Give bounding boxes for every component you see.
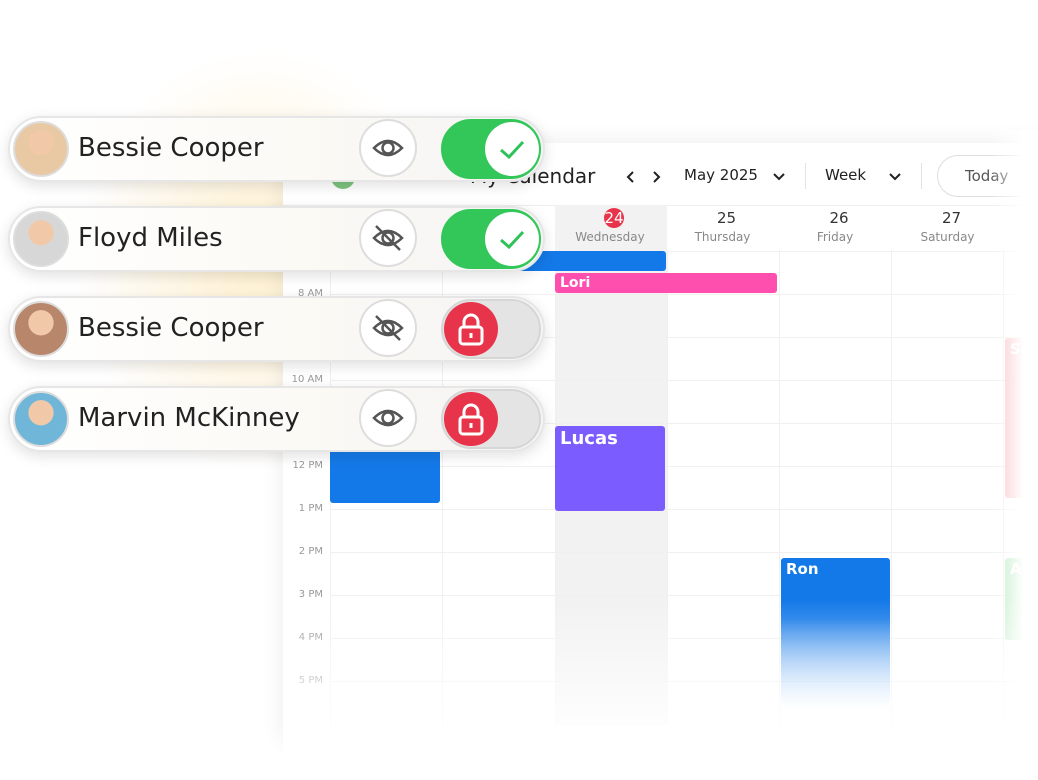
grid-line [330,466,1030,467]
day-weekday: Friday [816,230,854,244]
toggle-knob [485,122,539,176]
prev-button[interactable] [624,169,638,188]
event[interactable]: Lori [555,273,777,293]
grid-line [330,552,1030,553]
avatar [13,301,69,357]
event-label: Ron [786,560,819,578]
time-label: 2 PM [298,546,323,557]
time-label: 3 PM [298,589,323,600]
grid-line [330,380,1030,381]
grid-line [779,250,780,730]
user-card: Bessie Cooper [8,116,545,182]
grid-line [330,595,1030,596]
grid-line [330,509,1030,510]
day-weekday: Thursday [694,230,751,244]
user-name: Marvin McKinney [78,403,300,433]
grid-line [667,250,668,730]
month-dropdown[interactable] [772,169,786,188]
next-button[interactable] [649,169,663,188]
grid-line [330,423,1030,424]
day-weekday: Saturday [920,230,975,244]
grid-line [330,251,1030,252]
avatar [13,391,69,447]
separator [805,163,806,189]
toggle-knob [444,302,498,356]
toggle[interactable] [441,389,541,449]
view-label[interactable]: Week [825,166,867,184]
visibility-button[interactable] [359,209,417,267]
user-card: Floyd Miles [8,206,545,272]
day-date: 24 [604,209,624,227]
day-date: 25 [716,209,737,227]
fade [283,600,1038,780]
time-label: 10 AM [291,374,323,385]
time-label: 12 PM [292,460,323,471]
grid-line [442,250,443,730]
toggle-knob [485,212,539,266]
toggle-knob [444,392,498,446]
avatar [13,211,69,267]
day-weekday: Wednesday [575,230,645,244]
event-label: Lori [560,275,591,291]
grid-line [330,294,1030,295]
time-label: 1 PM [298,503,323,514]
current-date-dot [604,208,624,228]
toggle[interactable] [441,299,541,359]
user-card: Bessie Cooper [8,296,545,362]
day-date: 27 [941,209,962,227]
visibility-button[interactable] [359,299,417,357]
user-name: Bessie Cooper [78,133,264,163]
separator [921,163,922,189]
fade [990,130,1038,780]
user-name: Bessie Cooper [78,313,264,343]
toggle[interactable] [441,209,541,269]
event-label: Lucas [560,428,618,449]
user-name: Floyd Miles [78,223,223,253]
event[interactable]: Lucas [555,426,665,511]
visibility-button[interactable] [359,389,417,447]
user-card: Marvin McKinney [8,386,545,452]
toggle[interactable] [441,119,541,179]
time-label: 8 AM [297,288,323,299]
month-label[interactable]: May 2025 [684,166,758,184]
grid-line [891,250,892,730]
view-dropdown[interactable] [888,169,902,188]
avatar [13,121,69,177]
grid-line [330,337,1030,338]
visibility-button[interactable] [359,119,417,177]
day-date: 26 [829,209,849,227]
